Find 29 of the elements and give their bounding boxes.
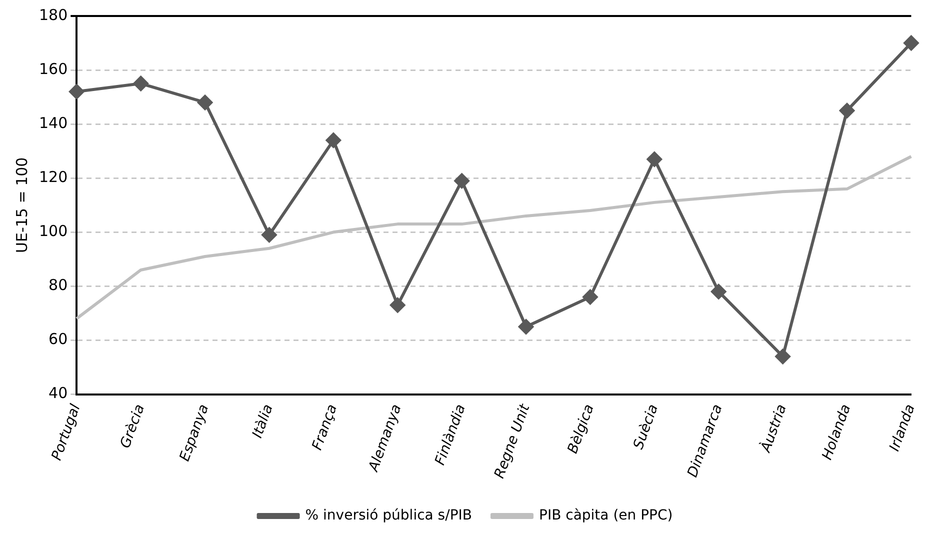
y-axis-title: UE-15 = 100: [12, 157, 31, 253]
point: [582, 290, 598, 305]
point: [904, 36, 919, 51]
y-tick-label: 100: [38, 222, 68, 240]
point: [198, 94, 213, 110]
y-tick-label: 180: [38, 6, 68, 24]
point: [518, 319, 534, 334]
x-tick-label: Suècia: [630, 402, 662, 452]
x-tick-label: Regne Unit: [492, 402, 534, 481]
legend-label: % inversió pública s/PIB: [305, 508, 472, 524]
legend-label: PIB càpita (en PPC): [538, 508, 673, 524]
point: [133, 76, 148, 92]
point: [775, 348, 790, 364]
point: [646, 152, 662, 167]
point: [326, 132, 341, 148]
point: [390, 298, 406, 313]
point: [840, 103, 855, 118]
y-tick-label: 60: [48, 330, 68, 348]
point: [711, 284, 726, 300]
point: [454, 173, 470, 188]
x-tick-label: Itàlia: [250, 402, 276, 440]
y-tick-label: 40: [48, 384, 68, 402]
x-tick-label: Grècia: [117, 402, 148, 450]
point: [69, 84, 84, 100]
point: [262, 227, 277, 242]
y-tick-label: 160: [38, 60, 68, 78]
y-tick-label: 140: [38, 114, 68, 132]
y-tick-label: 80: [48, 276, 68, 294]
y-tick-label: 120: [38, 168, 68, 186]
